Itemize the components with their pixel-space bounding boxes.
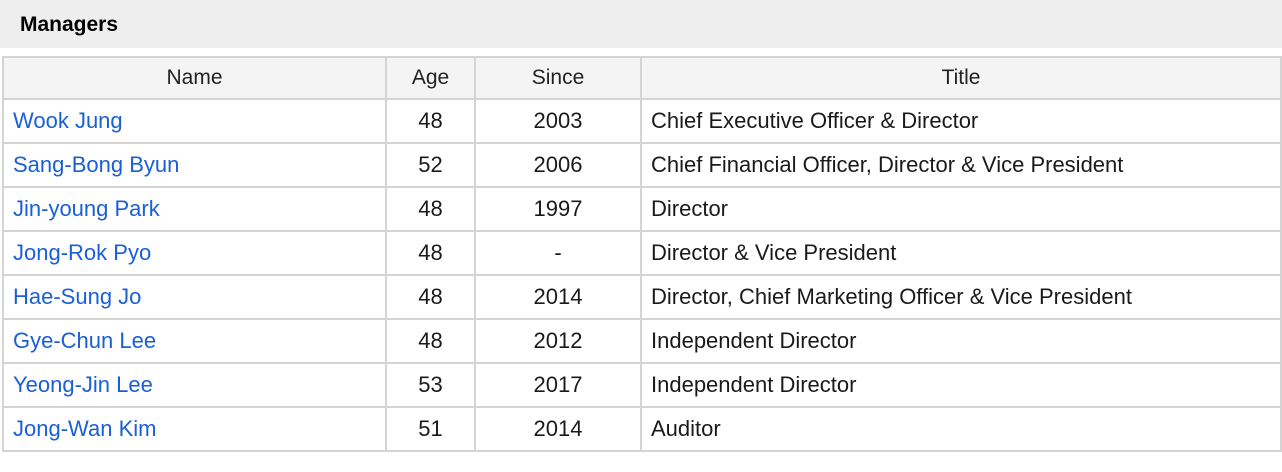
title-cell: Director, Chief Marketing Officer & Vice…: [640, 274, 1282, 320]
manager-name-link[interactable]: Yeong-Jin Lee: [13, 372, 153, 397]
table-header: Name Age Since Title: [2, 56, 1282, 100]
title-cell: Director & Vice President: [640, 230, 1282, 276]
column-header-name[interactable]: Name: [2, 56, 387, 100]
table-row: Wook Jung 48 2003 Chief Executive Office…: [2, 98, 1282, 144]
title-cell: Independent Director: [640, 362, 1282, 408]
table-row: Jong-Wan Kim 51 2014 Auditor: [2, 406, 1282, 452]
age-cell: 51: [385, 406, 476, 452]
age-cell: 48: [385, 98, 476, 144]
section-header: Managers: [0, 0, 1282, 48]
manager-name-link[interactable]: Hae-Sung Jo: [13, 284, 142, 309]
table-row: Hae-Sung Jo 48 2014 Director, Chief Mark…: [2, 274, 1282, 320]
manager-name-link[interactable]: Wook Jung: [13, 108, 123, 133]
section-title: Managers: [20, 13, 119, 36]
since-cell: 2012: [474, 318, 642, 364]
title-cell: Chief Executive Officer & Director: [640, 98, 1282, 144]
column-header-title[interactable]: Title: [640, 56, 1282, 100]
table-row: Jong-Rok Pyo 48 - Director & Vice Presid…: [2, 230, 1282, 276]
since-cell: 2003: [474, 98, 642, 144]
name-cell: Hae-Sung Jo: [2, 274, 387, 320]
name-cell: Yeong-Jin Lee: [2, 362, 387, 408]
age-cell: 53: [385, 362, 476, 408]
column-header-age[interactable]: Age: [385, 56, 476, 100]
since-cell: 2017: [474, 362, 642, 408]
column-header-since[interactable]: Since: [474, 56, 642, 100]
age-cell: 52: [385, 142, 476, 188]
table-row: Yeong-Jin Lee 53 2017 Independent Direct…: [2, 362, 1282, 408]
name-cell: Sang-Bong Byun: [2, 142, 387, 188]
since-cell: 1997: [474, 186, 642, 232]
table-body: Wook Jung 48 2003 Chief Executive Office…: [2, 98, 1282, 452]
name-cell: Jong-Rok Pyo: [2, 230, 387, 276]
name-cell: Jong-Wan Kim: [2, 406, 387, 452]
title-cell: Chief Financial Officer, Director & Vice…: [640, 142, 1282, 188]
name-cell: Gye-Chun Lee: [2, 318, 387, 364]
since-cell: 2014: [474, 274, 642, 320]
managers-table: Name Age Since Title Wook Jung 48 2003 C…: [2, 56, 1282, 452]
since-cell: 2014: [474, 406, 642, 452]
table-row: Sang-Bong Byun 52 2006 Chief Financial O…: [2, 142, 1282, 188]
header-row: Name Age Since Title: [2, 56, 1282, 100]
table-row: Jin-young Park 48 1997 Director: [2, 186, 1282, 232]
age-cell: 48: [385, 230, 476, 276]
manager-name-link[interactable]: Jong-Rok Pyo: [13, 240, 152, 265]
title-cell: Independent Director: [640, 318, 1282, 364]
title-cell: Director: [640, 186, 1282, 232]
since-cell: 2006: [474, 142, 642, 188]
age-cell: 48: [385, 318, 476, 364]
age-cell: 48: [385, 186, 476, 232]
title-cell: Auditor: [640, 406, 1282, 452]
table-row: Gye-Chun Lee 48 2012 Independent Directo…: [2, 318, 1282, 364]
manager-name-link[interactable]: Gye-Chun Lee: [13, 328, 157, 353]
name-cell: Jin-young Park: [2, 186, 387, 232]
age-cell: 48: [385, 274, 476, 320]
manager-name-link[interactable]: Jong-Wan Kim: [13, 416, 157, 441]
name-cell: Wook Jung: [2, 98, 387, 144]
since-cell: -: [474, 230, 642, 276]
manager-name-link[interactable]: Sang-Bong Byun: [13, 152, 180, 177]
manager-name-link[interactable]: Jin-young Park: [13, 196, 160, 221]
